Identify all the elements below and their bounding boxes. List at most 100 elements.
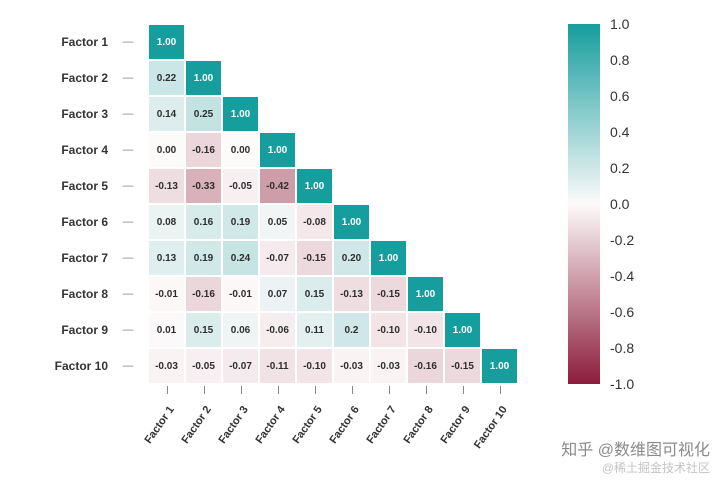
row-label: Factor 7 [61,251,108,265]
heatmap-cell: 1.00 [370,240,407,276]
x-axis-tick [166,386,168,394]
colorbar-tick: -0.2 [610,232,635,248]
heatmap-cell: 0.2 [333,312,370,348]
heatmap-cell: 0.19 [222,204,259,240]
heatmap-cell: 1.00 [148,24,185,60]
heatmap-row: Factor 9—0.01 0.15 0.06 -0.06 0.11 0.2 -0.10 -0… [8,312,518,348]
x-axis-tick [240,386,242,394]
row-cells: 0.00 -0.16 0.00 1.00 [148,132,296,168]
y-axis-tick: — [122,180,134,192]
row-cells: 0.08 0.16 0.19 0.05 -0.08 1.00 [148,204,370,240]
heatmap-row: Factor 4—0.00 -0.16 0.00 1.00 [8,132,518,168]
heatmap-row: Factor 3 — 0.14 0.25 1.00 [8,96,518,132]
heatmap-cell: -0.03 [370,348,407,384]
row-cells: 0.01 0.15 0.06 -0.06 0.11 0.2 -0.10 -0.10 1.00 [148,312,481,348]
heatmap-cell: -0.13 [333,276,370,312]
heatmap-cell: 0.20 [333,240,370,276]
heatmap-cell: -0.16 [185,132,222,168]
heatmap-row: Factor 8— -0.01 -0.16 -0.01 0.07 0.15 -0.13 -0.… [8,276,518,312]
heatmap-cell: -0.08 [296,204,333,240]
y-axis-tick: — [122,216,134,228]
y-axis-tick: — [122,324,134,336]
row-label: Factor 2 [61,71,108,85]
x-axis-tick [388,386,390,394]
heatmap-cell: 0.24 [222,240,259,276]
colorbar [568,24,600,384]
heatmap-row: Factor 1 — 1.00 [8,24,518,60]
heatmap-row: Factor 6 — 0.08 0.16 0.19 0.05 -0.08 1.00 [8,204,518,240]
row-label: Factor 6 [61,215,108,229]
x-axis-tick [499,386,501,394]
heatmap-row: Factor 7 — 0.13 0.19 0.24 -0.07 -0.15 0.20 1.00 [8,240,518,276]
y-axis-tick: — [122,252,134,264]
colorbar-tick: -0.4 [610,268,635,284]
heatmap-cell: 0.15 [185,312,222,348]
heatmap-cell: 1.00 [444,312,481,348]
y-axis-tick: — [122,360,134,372]
x-axis-ticks [0,386,720,396]
heatmap-cell: -0.10 [370,312,407,348]
watermark: 知乎 @数维图可视化 @稀土掘金技术社区 [561,441,710,476]
heatmap-cell: -0.07 [259,240,296,276]
heatmap-cell: -0.05 [185,348,222,384]
heatmap-cell: 0.16 [185,204,222,240]
heatmap-cell: -0.07 [222,348,259,384]
colorbar-tick: 0.8 [610,52,630,68]
heatmap-cell: -0.16 [407,348,444,384]
heatmap-cell: -0.10 [407,312,444,348]
heatmap-cell: 0.25 [185,96,222,132]
y-axis-tick: — [122,36,134,48]
heatmap-cell: -0.15 [370,276,407,312]
heatmap-cell: -0.33 [185,168,222,204]
heatmap-cell: -0.42 [259,168,296,204]
heatmap-cell: 1.00 [481,348,518,384]
y-axis-tick: — [122,288,134,300]
heatmap-cell: -0.16 [185,276,222,312]
heatmap-cell: 1.00 [259,132,296,168]
heatmap-cell: 0.06 [222,312,259,348]
heatmap-cell: 0.01 [148,312,185,348]
heatmap-cell: -0.06 [259,312,296,348]
row-label: Factor 10 [54,359,108,373]
colorbar-tick: -1.0 [610,376,635,392]
colorbar-tick: 0.2 [610,160,630,176]
row-label: Factor 8 [61,287,108,301]
colorbar-tick: -0.8 [610,340,635,356]
heatmap-cell: 0.05 [259,204,296,240]
x-axis-tick [462,386,464,394]
heatmap-cell: 1.00 [296,168,333,204]
heatmap-cell: -0.01 [148,276,185,312]
x-axis-tick [277,386,279,394]
heatmap-cell: -0.15 [296,240,333,276]
row-label: Factor 3 [61,107,108,121]
y-axis-tick: — [122,144,134,156]
x-axis-tick [425,386,427,394]
heatmap-cell: -0.13 [148,168,185,204]
row-cells: 0.14 0.25 1.00 [148,96,259,132]
heatmap-cell: 0.14 [148,96,185,132]
watermark-line1: 知乎 @数维图可视化 [561,442,710,459]
heatmap-cell: -0.05 [222,168,259,204]
heatmap-cell: 1.00 [333,204,370,240]
colorbar-tick: 0.6 [610,88,630,104]
row-cells: -0.13 -0.33 -0.05 -0.42 1.00 [148,168,333,204]
heatmap-cell: 0.15 [296,276,333,312]
heatmap-cell: 1.00 [185,60,222,96]
heatmap-cell: 0.19 [185,240,222,276]
heatmap-cell: 0.00 [222,132,259,168]
colorbar-tick-labels: 1.0 0.8 0.6 0.4 0.2 0.0 -0.2 -0.4 -0.6 -0.8 -1.0 [610,16,670,392]
row-cells: 0.13 0.19 0.24 -0.07 -0.15 0.20 1.00 [148,240,407,276]
x-axis-tick [203,386,205,394]
x-axis-tick [314,386,316,394]
heatmap-row: Factor 10— -0.03 -0.05 -0.07 -0.11 -0.10 -0.03… [8,348,518,384]
colorbar-tick: 0.4 [610,124,630,140]
heatmap-cell: 1.00 [222,96,259,132]
row-label: Factor 1 [61,35,108,49]
colorbar-tick: 1.0 [610,16,630,32]
row-cells: 1.00 [148,24,185,60]
heatmap-cell: -0.01 [222,276,259,312]
row-label: Factor 4 [61,143,108,157]
heatmap-cell: -0.03 [333,348,370,384]
heatmap-cell: 0.00 [148,132,185,168]
